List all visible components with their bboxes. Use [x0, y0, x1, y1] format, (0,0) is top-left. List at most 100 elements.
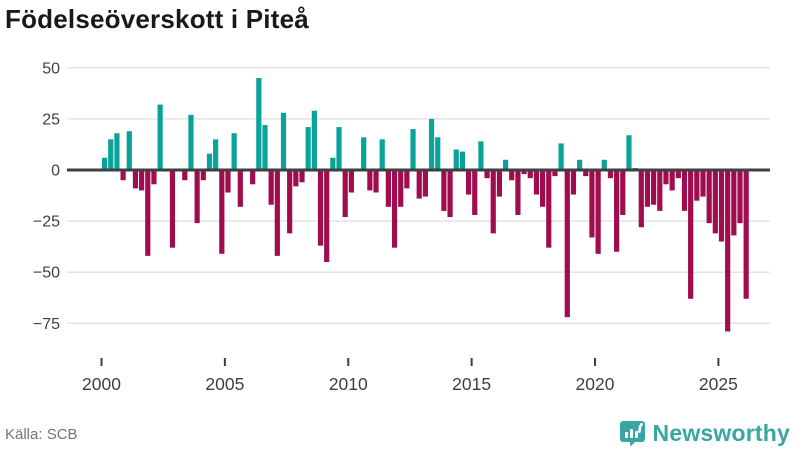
- bar-2018q1: [546, 170, 552, 248]
- bar-chart-bubble-icon: [619, 420, 645, 446]
- bar-2009q3: [336, 127, 342, 170]
- bar-2017q3: [533, 170, 540, 195]
- bar-2018q4: [564, 170, 570, 318]
- bar-2025q2: [725, 170, 731, 332]
- bar-2002q4: [169, 170, 176, 248]
- bar-2012q2: [404, 170, 410, 189]
- bar-2016q3: [509, 170, 515, 181]
- bar-2002q2: [157, 104, 163, 170]
- birth-surplus-chart: 50 25 0 −25 −50 −75 2000 2005 2010 2015 2020 2025: [33, 60, 770, 394]
- bar-2021q4: [638, 170, 644, 228]
- y-tick-label: 25: [42, 111, 60, 128]
- bar-2002q1: [151, 170, 157, 185]
- bar-2011q2: [379, 139, 385, 170]
- bar-2000q1: [102, 157, 108, 170]
- bar-2021q2: [626, 135, 632, 170]
- bar-2015q2: [478, 141, 484, 170]
- x-tick-label: 2020: [576, 374, 615, 394]
- bar-2006q4: [268, 170, 274, 205]
- bar-2005q2: [231, 133, 237, 170]
- bar-2007q2: [280, 112, 287, 170]
- bar-2022q1: [644, 170, 651, 207]
- bar-2016q4: [515, 170, 521, 215]
- bar-2004q4: [219, 170, 225, 254]
- bar-2001q4: [145, 170, 151, 256]
- bar-2006q1: [250, 170, 256, 185]
- bar-2014q3: [459, 151, 466, 170]
- bar-2004q1: [200, 170, 206, 181]
- bar-2018q3: [558, 143, 564, 170]
- bar-2023q3: [681, 170, 688, 211]
- bar-2005q1: [225, 170, 231, 193]
- bar-2009q4: [342, 170, 348, 218]
- bar-2006q2: [256, 78, 262, 170]
- bar-2013q2: [428, 118, 435, 170]
- bar-2010q3: [361, 137, 367, 170]
- bar-2011q1: [373, 170, 379, 193]
- y-tick-label: 0: [51, 163, 60, 180]
- bar-2026q1: [743, 170, 749, 299]
- bar-2015q3: [484, 170, 490, 179]
- source-note: Källa: SCB: [5, 426, 78, 443]
- bar-2025q3: [731, 170, 737, 236]
- bar-2023q1: [669, 170, 675, 191]
- bar-2015q4: [490, 170, 496, 234]
- bar-2003q2: [182, 170, 188, 181]
- bar-2004q3: [213, 139, 219, 170]
- y-tick-label: −50: [33, 265, 60, 282]
- bar-2022q2: [651, 170, 657, 205]
- bar-2013q3: [435, 137, 441, 170]
- bar-2024q4: [712, 170, 718, 234]
- bar-2016q2: [502, 159, 509, 170]
- x-tick-label: 2010: [329, 374, 368, 394]
- bar-2008q2: [305, 127, 311, 170]
- bar-2024q1: [694, 170, 700, 201]
- page-title: Födelseöverskott i Piteå: [5, 4, 309, 34]
- bar-2024q2: [700, 170, 706, 197]
- bar-2019q2: [577, 159, 583, 170]
- bar-2017q1: [521, 170, 527, 175]
- x-tick-label: 2025: [699, 374, 738, 394]
- bar-2023q2: [675, 170, 681, 179]
- bar-2000q3: [114, 133, 120, 170]
- bar-2000q4: [120, 170, 126, 181]
- bar-2007q3: [287, 170, 293, 234]
- bar-2014q4: [465, 170, 472, 195]
- bar-2012q3: [410, 129, 416, 170]
- brand-name: Newsworthy: [652, 419, 790, 446]
- bar-2018q2: [552, 170, 558, 177]
- bar-2015q1: [472, 170, 478, 215]
- bar-2012q1: [398, 170, 404, 207]
- bar-2007q1: [274, 170, 280, 256]
- bar-2024q3: [706, 170, 712, 224]
- bar-2022q4: [663, 170, 669, 185]
- y-tick-label: −75: [33, 316, 60, 333]
- bar-2004q2: [206, 153, 213, 170]
- bar-2020q1: [595, 170, 601, 254]
- newsworthy-logo[interactable]: Newsworthy: [619, 418, 790, 448]
- bar-2014q2: [453, 149, 459, 170]
- bar-2005q3: [237, 170, 243, 207]
- bar-2008q4: [317, 170, 324, 246]
- bar-2003q3: [188, 114, 194, 170]
- y-tick-label: 50: [42, 60, 60, 77]
- bar-2017q2: [527, 170, 533, 179]
- x-tick-label: 2015: [452, 374, 491, 394]
- bar-2020q4: [614, 170, 620, 252]
- bar-2001q2: [132, 170, 139, 189]
- bar-2009q1: [324, 170, 330, 262]
- bar-2008q1: [299, 170, 305, 183]
- y-tick-label: −25: [33, 214, 60, 231]
- bar-2016q1: [496, 170, 503, 197]
- bar-2006q3: [262, 125, 268, 170]
- x-tick-label: 2005: [205, 374, 244, 394]
- bar-2020q3: [607, 170, 614, 179]
- bar-2025q4: [737, 170, 743, 224]
- bar-2017q4: [539, 170, 546, 207]
- bar-2000q2: [108, 139, 114, 170]
- bar-2009q2: [330, 157, 336, 170]
- bar-2019q1: [570, 170, 577, 195]
- bar-2003q4: [194, 170, 200, 224]
- bar-2019q3: [583, 170, 589, 177]
- bar-2001q3: [139, 170, 145, 191]
